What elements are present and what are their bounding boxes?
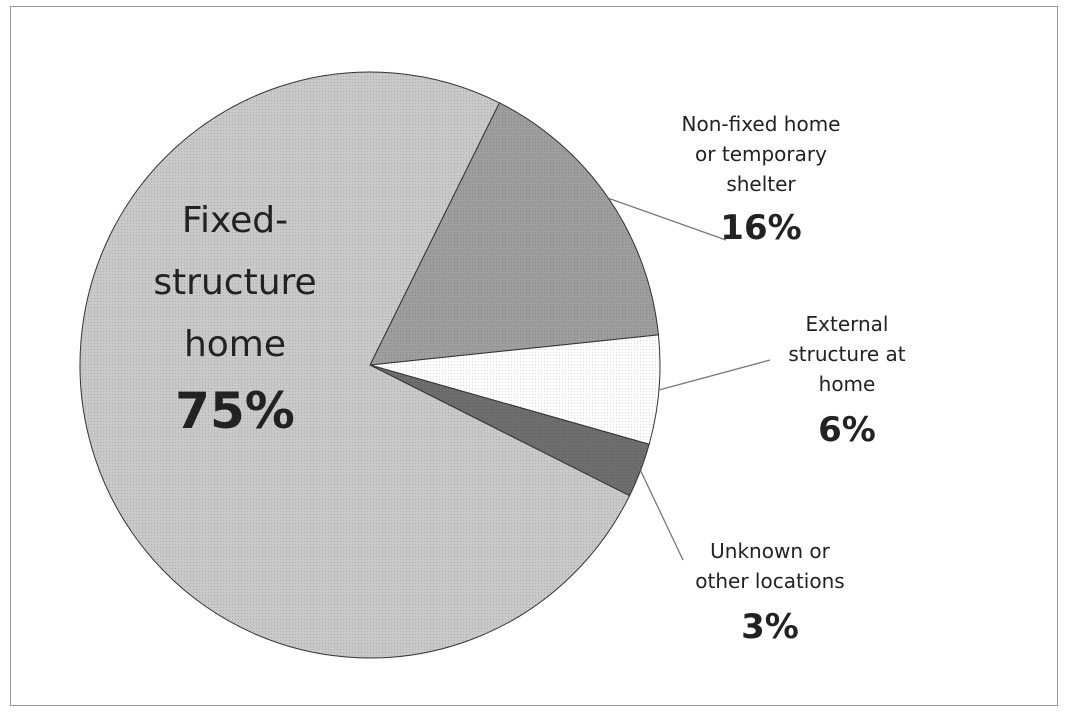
label-non-fixed-home: Non-fixed home or temporary shelter 16% bbox=[682, 112, 841, 248]
slice-fixed-structure-home-texture bbox=[79, 71, 630, 658]
label-fixed-structure-home-line: structure bbox=[153, 262, 316, 303]
label-non-fixed-home-line: shelter bbox=[726, 172, 796, 196]
label-unknown-other-line: Unknown or bbox=[710, 539, 830, 563]
label-external-structure-line: External bbox=[806, 312, 889, 336]
label-non-fixed-home-line: Non-fixed home bbox=[682, 112, 841, 136]
label-fixed-structure-home: Fixed-structure home 75% bbox=[153, 200, 316, 440]
slice-external-structure-texture bbox=[370, 334, 660, 445]
label-external-structure-line: home bbox=[819, 372, 876, 396]
leader-line bbox=[658, 359, 771, 391]
label-external-structure-line: structure at bbox=[788, 342, 905, 366]
leader-line bbox=[639, 470, 684, 561]
label-non-fixed-home-line: or temporary bbox=[695, 142, 827, 166]
slice-unknown-other-texture bbox=[370, 365, 650, 496]
label-external-structure-value: 6% bbox=[818, 410, 876, 450]
slices-group bbox=[79, 71, 661, 659]
label-unknown-other: Unknown or other locations 3% bbox=[695, 539, 844, 647]
slice-non-fixed-home-texture bbox=[370, 102, 659, 365]
label-unknown-other-line: other locations bbox=[695, 569, 844, 593]
label-fixed-structure-home-line: Fixed- bbox=[182, 200, 288, 241]
label-external-structure: External structure at home 6% bbox=[788, 312, 905, 450]
leader-lines bbox=[608, 197, 771, 561]
leader-line bbox=[608, 197, 727, 241]
slice-labels: Fixed-structure home 75% Non-fixed home or t… bbox=[153, 112, 905, 647]
label-fixed-structure-home-line: home bbox=[184, 324, 286, 365]
label-fixed-structure-home-value: 75% bbox=[175, 382, 295, 440]
label-non-fixed-home-value: 16% bbox=[720, 208, 801, 248]
label-unknown-other-value: 3% bbox=[741, 607, 799, 647]
